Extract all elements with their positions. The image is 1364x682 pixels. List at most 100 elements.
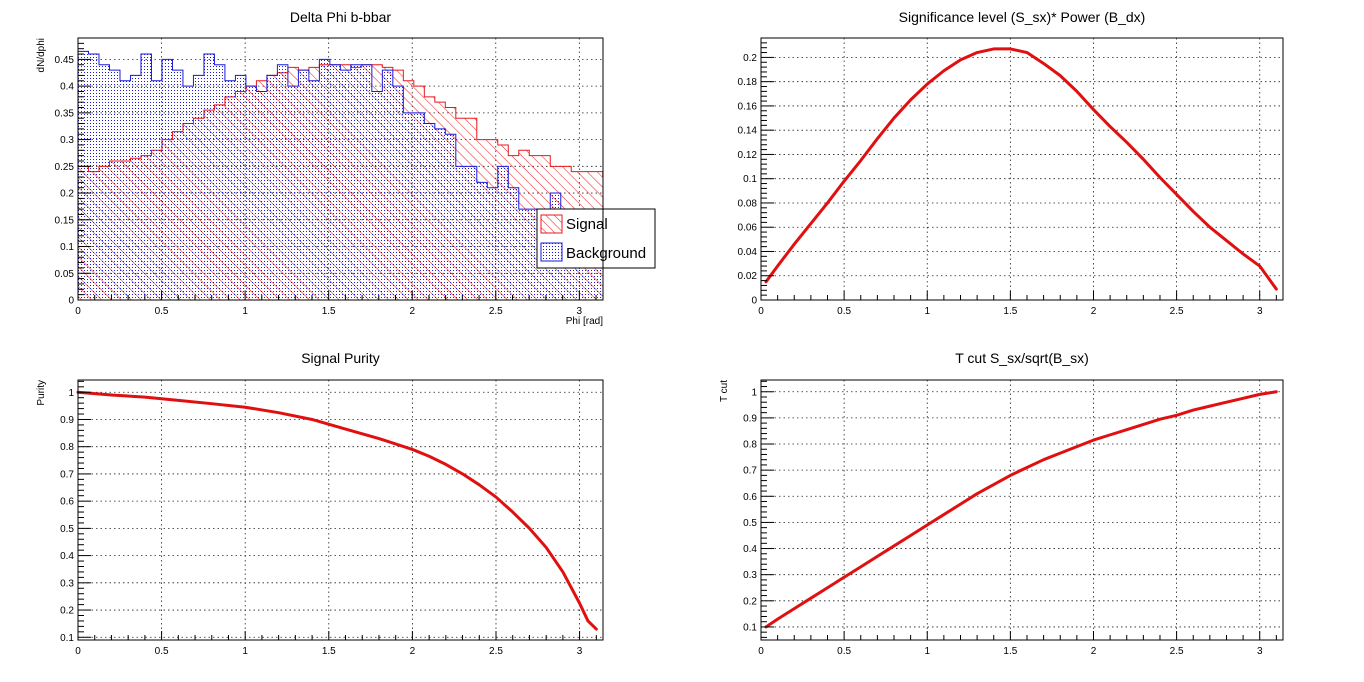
plot-frame	[77, 37, 604, 301]
x-tick-label: 0.5	[155, 306, 169, 317]
y-tick-label: 0.8	[60, 442, 74, 453]
y-tick-label: 0.04	[738, 247, 758, 258]
background-bar	[224, 80, 236, 300]
x-tick-label: 1.5	[1003, 646, 1017, 657]
x-tick-label: 0	[758, 646, 764, 657]
background-bar	[161, 59, 173, 300]
background-bar	[172, 70, 183, 300]
background-bar	[445, 134, 456, 300]
x-tick-label: 2.5	[1170, 306, 1184, 317]
y-axis-title: Purity	[36, 380, 47, 406]
background-bar	[245, 86, 257, 300]
legend-background-label: Background	[566, 245, 646, 262]
background-bar	[392, 86, 404, 300]
background-bar	[329, 64, 341, 300]
y-tick-label: 0.5	[743, 518, 757, 529]
y-tick-label: 0.1	[743, 622, 757, 633]
background-bar	[403, 112, 414, 300]
y-tick-label: 0.4	[60, 82, 74, 93]
y-tick-label: 0.1	[60, 633, 74, 644]
series-background	[78, 50, 604, 301]
background-bar	[214, 64, 225, 300]
y-tick-label: 0.08	[738, 198, 758, 209]
y-tick-label: 0.02	[738, 271, 758, 282]
x-tick-label: 2	[1091, 306, 1097, 317]
background-bar	[256, 91, 267, 300]
x-tick-label: 2.5	[489, 646, 503, 657]
legend-signal-swatch	[540, 214, 563, 234]
background-bar	[88, 54, 99, 300]
x-tick-label: 3	[1257, 306, 1263, 317]
y-tick-label: 0.2	[743, 596, 757, 607]
y-tick-label: 0	[751, 296, 757, 307]
background-bar	[298, 70, 309, 300]
x-tick-label: 0.5	[155, 646, 169, 657]
y-tick-label: 0.5	[60, 524, 74, 535]
chart-title: T cut S_sx/sqrt(B_sx)	[955, 350, 1089, 366]
plot-frame	[77, 379, 604, 641]
legend-background-swatch	[540, 242, 563, 262]
background-bar	[476, 182, 488, 300]
x-tick-label: 1	[924, 306, 930, 317]
chart-title: Signal Purity	[301, 350, 380, 366]
background-bar	[119, 80, 131, 300]
y-tick-label: 0.2	[60, 189, 74, 200]
background-bar	[497, 166, 509, 300]
chart-title: Significance level (S_sx)* Power (B_dx)	[899, 9, 1146, 25]
x-tick-label: 0.5	[837, 306, 851, 317]
x-tick-label: 2	[410, 646, 416, 657]
y-tick-label: 0.9	[60, 415, 74, 426]
series-line-significance-power	[764, 47, 1278, 291]
background-bar	[382, 70, 393, 300]
x-tick-label: 3	[577, 646, 583, 657]
background-bar	[424, 123, 435, 300]
chart-delta-phi: Delta Phi b-bbar Signal Background 0 0.5 1 1.5…	[36, 9, 656, 327]
x-tick-label: 0	[75, 646, 81, 657]
y-tick-label: 0.9	[743, 413, 757, 424]
y-tick-label: 0.35	[55, 108, 75, 119]
x-tick-label: 3	[577, 306, 583, 317]
y-tick-label: 0.2	[743, 53, 757, 64]
background-bar	[340, 70, 351, 300]
background-bar	[361, 64, 372, 300]
background-bar	[109, 70, 120, 300]
y-tick-label: 0.3	[60, 135, 74, 146]
y-axis-title: dN/dphi	[36, 38, 47, 72]
chart-title: Delta Phi b-bbar	[290, 9, 392, 25]
series-line-purity	[76, 390, 598, 631]
background-bar	[151, 80, 162, 300]
x-tick-label: 1.5	[1003, 306, 1017, 317]
background-bar	[203, 54, 215, 300]
background-bar	[455, 166, 467, 300]
y-tick-label: 0.6	[60, 497, 74, 508]
y-tick-label: 0.4	[60, 551, 74, 562]
background-bar	[140, 54, 152, 300]
background-bar	[529, 209, 540, 300]
x-tick-label: 1.5	[322, 646, 336, 657]
x-tick-label: 0	[75, 306, 81, 317]
y-tick-label: 0.12	[738, 150, 758, 161]
x-axis-title: Phi [rad]	[566, 316, 603, 327]
x-tick-label: 1	[242, 306, 248, 317]
legend-signal-label: Signal	[566, 216, 608, 233]
plot-frame	[760, 379, 1284, 641]
series-line-tcut	[764, 390, 1278, 629]
background-bar	[487, 187, 498, 300]
y-tick-label: 0.05	[55, 269, 75, 280]
y-tick-label: 1	[68, 388, 74, 399]
y-tick-label: 0.1	[743, 174, 757, 185]
y-tick-label: 1	[751, 387, 757, 398]
background-bar	[130, 75, 141, 300]
background-bar	[287, 86, 299, 300]
y-tick-label: 0.8	[743, 440, 757, 451]
background-bar	[98, 64, 110, 300]
y-tick-label: 0.4	[743, 544, 757, 555]
y-tick-label: 0	[68, 296, 74, 307]
chart-significance-power: Significance level (S_sx)* Power (B_dx) 0…	[738, 9, 1284, 317]
plot-frame	[760, 37, 1284, 301]
y-tick-label: 0.06	[738, 223, 758, 234]
chart-t-cut: T cut S_sx/sqrt(B_sx) 0 0.5 1 1.5 2 2.5 3 0.1 0.2…	[719, 350, 1284, 657]
background-bar	[182, 86, 194, 300]
background-bar	[413, 112, 425, 300]
x-tick-label: 0.5	[837, 646, 851, 657]
